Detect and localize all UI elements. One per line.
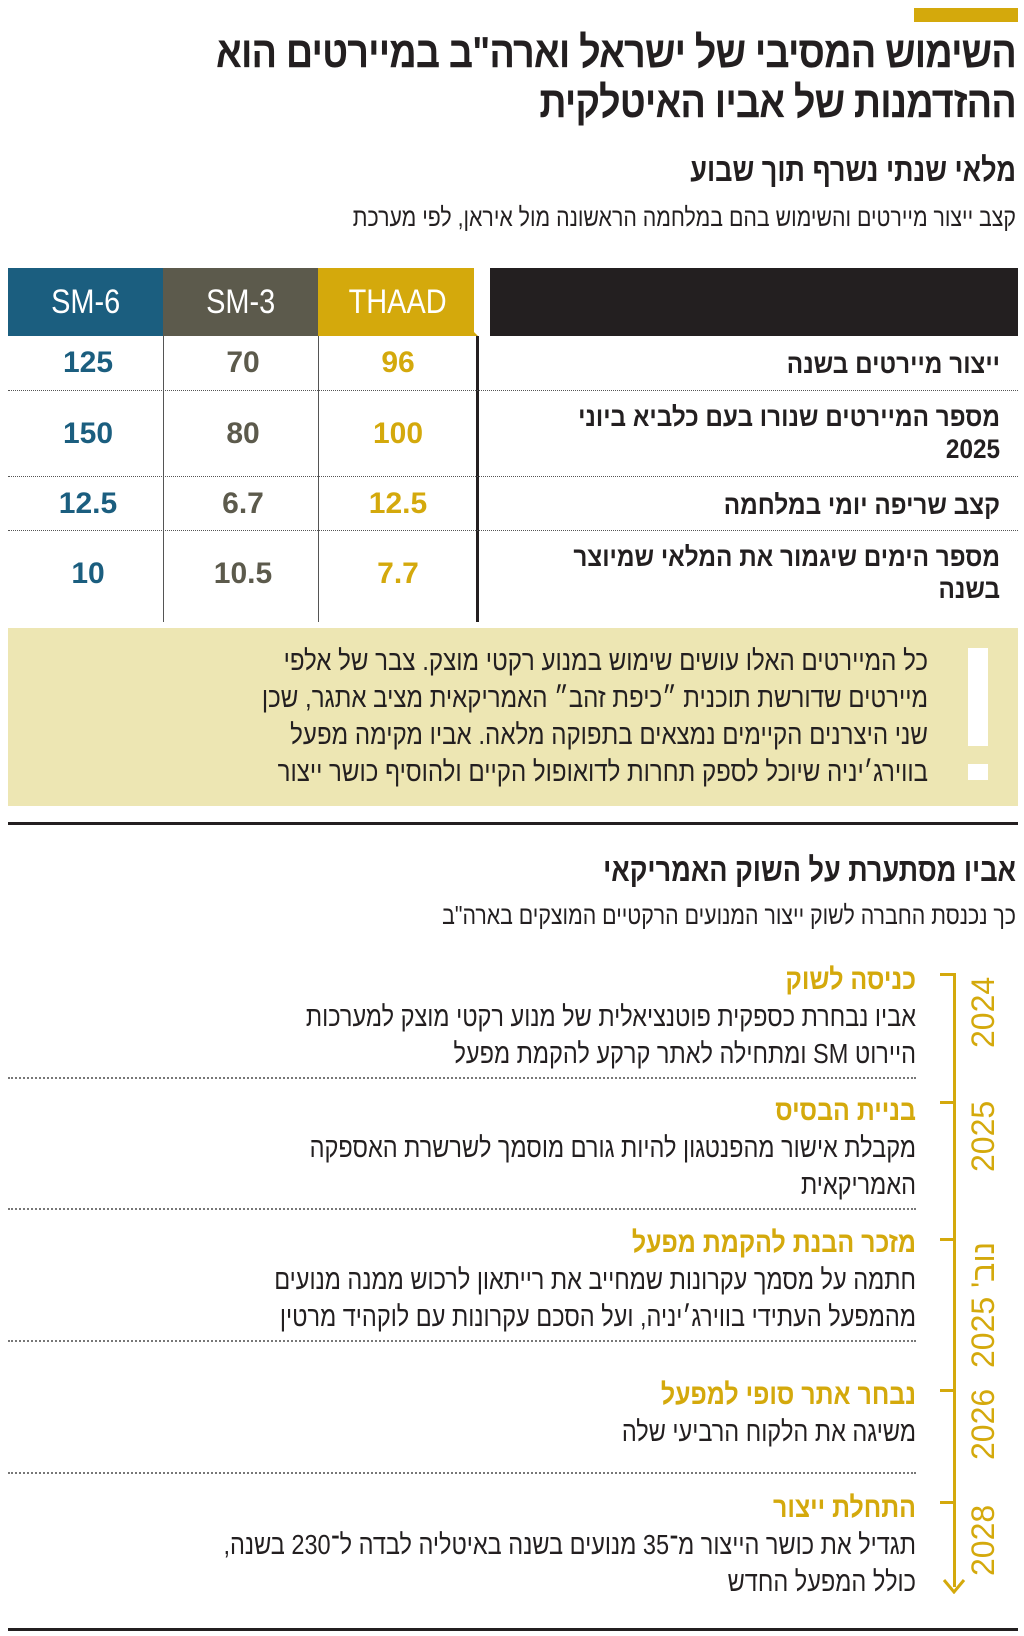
dotted-divider bbox=[8, 1340, 916, 1342]
note-text: כל המיירטים האלו עושים שימוש במנוע רקטי … bbox=[261, 645, 928, 787]
timeline-year: נוב' 2025 bbox=[965, 1241, 1001, 1368]
exclamation-icon-dot bbox=[968, 764, 988, 780]
value-sm6: 10 bbox=[71, 557, 105, 590]
timeline-item: נבחר אתר סופי למפעל משיגה את הלקוח הרביע… bbox=[621, 1379, 916, 1447]
dotted-divider bbox=[8, 1472, 916, 1474]
timeline-year: 2025 bbox=[965, 1100, 1001, 1172]
column-header-sm3: SM-3 bbox=[163, 268, 318, 336]
table-row: קצב שריפה יומי במלחמה 12.5 6.7 12.5 bbox=[8, 477, 1018, 531]
accent-bar bbox=[914, 8, 1018, 22]
value-thaad: 96 bbox=[381, 346, 415, 379]
timeline-tick bbox=[940, 1238, 956, 1241]
value-sm6: 150 bbox=[62, 417, 114, 450]
arrow-down-icon bbox=[942, 1579, 966, 1594]
timeline-year: 2026 bbox=[965, 1388, 1001, 1460]
value-thaad: 12.5 bbox=[368, 487, 428, 520]
value-sm3: 6.7 bbox=[222, 487, 264, 520]
divider bbox=[8, 822, 1018, 825]
section2-subtitle: כך נכנסת החברה לשוק ייצור המנועים הרקטיי… bbox=[442, 900, 1016, 930]
value-sm6: 12.5 bbox=[58, 487, 118, 520]
table-row: מספר המיירטים שנורו בעם כלביא ביוני 2025… bbox=[8, 391, 1018, 477]
timeline-tick bbox=[940, 973, 956, 976]
timeline-year: 2024 bbox=[965, 976, 1001, 1048]
table-header-blank bbox=[490, 268, 1018, 336]
row-label: מספר הימים שיגמור את המלאי שמיוצר בשנה bbox=[573, 542, 1000, 604]
section2-title: אביו מסתערת על השוק האמריקאי bbox=[603, 851, 1016, 888]
value-sm3: 80 bbox=[226, 417, 260, 450]
timeline-item: מזכר הבנת להקמת מפעל חתמה על מסמך עקרונו… bbox=[274, 1227, 916, 1332]
dotted-divider bbox=[8, 1208, 916, 1210]
page-title: השימוש המסיבי של ישראל וארה"ב במיירטים ה… bbox=[215, 28, 1017, 127]
section1-title: מלאי שנתי נשרף תוך שבוע bbox=[690, 151, 1016, 188]
timeline-tick bbox=[940, 1501, 956, 1504]
timeline-axis bbox=[953, 975, 956, 1587]
column-header-sm6: SM-6 bbox=[8, 268, 163, 336]
value-sm3: 10.5 bbox=[213, 557, 273, 590]
row-label: ייצור מיירטים בשנה bbox=[786, 349, 1000, 379]
exclamation-icon bbox=[968, 648, 988, 746]
timeline-item: התחלת ייצור תגדיל את כושר הייצור מ־35 מנ… bbox=[223, 1492, 916, 1597]
value-thaad: 100 bbox=[372, 417, 424, 450]
section1-subtitle: קצב ייצור מיירטים והשימוש בהם במלחמה הרא… bbox=[352, 202, 1016, 232]
dotted-divider bbox=[8, 1077, 916, 1079]
timeline-item: כניסה לשוק אביו נבחרת כספקית פוטנציאלית … bbox=[305, 964, 916, 1069]
table-row: מספר הימים שיגמור את המלאי שמיוצר בשנה 7… bbox=[8, 531, 1018, 622]
timeline-year: 2028 bbox=[965, 1504, 1001, 1576]
value-sm3: 70 bbox=[226, 346, 260, 379]
note-box: כל המיירטים האלו עושים שימוש במנוע רקטי … bbox=[8, 628, 1018, 806]
timeline-item: בניית הבסיס מקבלת אישור מהפנטגון להיות ג… bbox=[309, 1095, 916, 1200]
timeline-tick bbox=[940, 1101, 956, 1104]
value-sm6: 125 bbox=[62, 346, 114, 379]
bottom-divider bbox=[8, 1628, 1018, 1631]
row-label: קצב שריפה יומי במלחמה bbox=[723, 490, 1000, 520]
table-row: ייצור מיירטים בשנה 96 70 125 bbox=[8, 336, 1018, 391]
timeline-tick bbox=[940, 1389, 956, 1392]
value-thaad: 7.7 bbox=[377, 557, 419, 590]
column-header-thaad: THAAD bbox=[318, 268, 478, 336]
row-label: מספר המיירטים שנורו בעם כלביא ביוני 2025 bbox=[578, 402, 1000, 464]
